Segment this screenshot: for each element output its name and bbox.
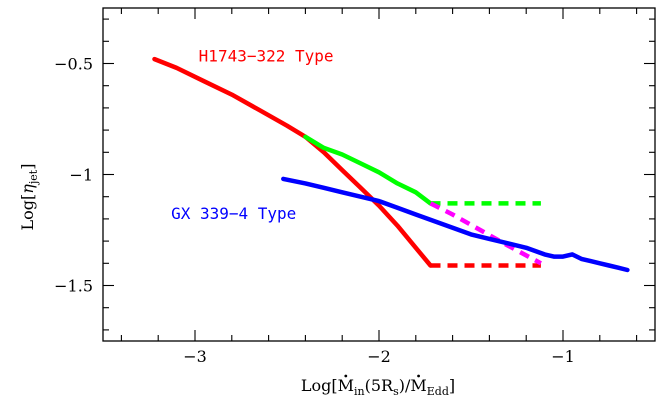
x-tick-label: −3 bbox=[183, 347, 207, 366]
x-axis-title: Log[Min(5Rs)/MEdd] bbox=[301, 376, 455, 398]
tick-labels: −3 −2 −1 −0.5 −1 −1.5 bbox=[54, 55, 575, 367]
overdot bbox=[417, 375, 420, 378]
x-tick-label: −2 bbox=[367, 347, 391, 366]
series-line-0 bbox=[155, 59, 431, 265]
series-group bbox=[155, 59, 628, 270]
x-tick-label: −1 bbox=[551, 347, 575, 366]
y-tick-label: −0.5 bbox=[54, 55, 93, 74]
y-tick-label: −1 bbox=[69, 166, 93, 185]
y-tick-label: −1.5 bbox=[54, 277, 93, 296]
annotation-1: GX 339−4 Type bbox=[171, 204, 296, 223]
series-line-5 bbox=[283, 179, 627, 270]
annotations: H1743−322 Type GX 339−4 Type bbox=[171, 46, 333, 223]
series-line-4 bbox=[431, 203, 541, 263]
annotation-0: H1743−322 Type bbox=[199, 46, 334, 65]
y-axis-title: Log[ηjet] bbox=[18, 164, 40, 231]
overdot bbox=[344, 375, 347, 378]
